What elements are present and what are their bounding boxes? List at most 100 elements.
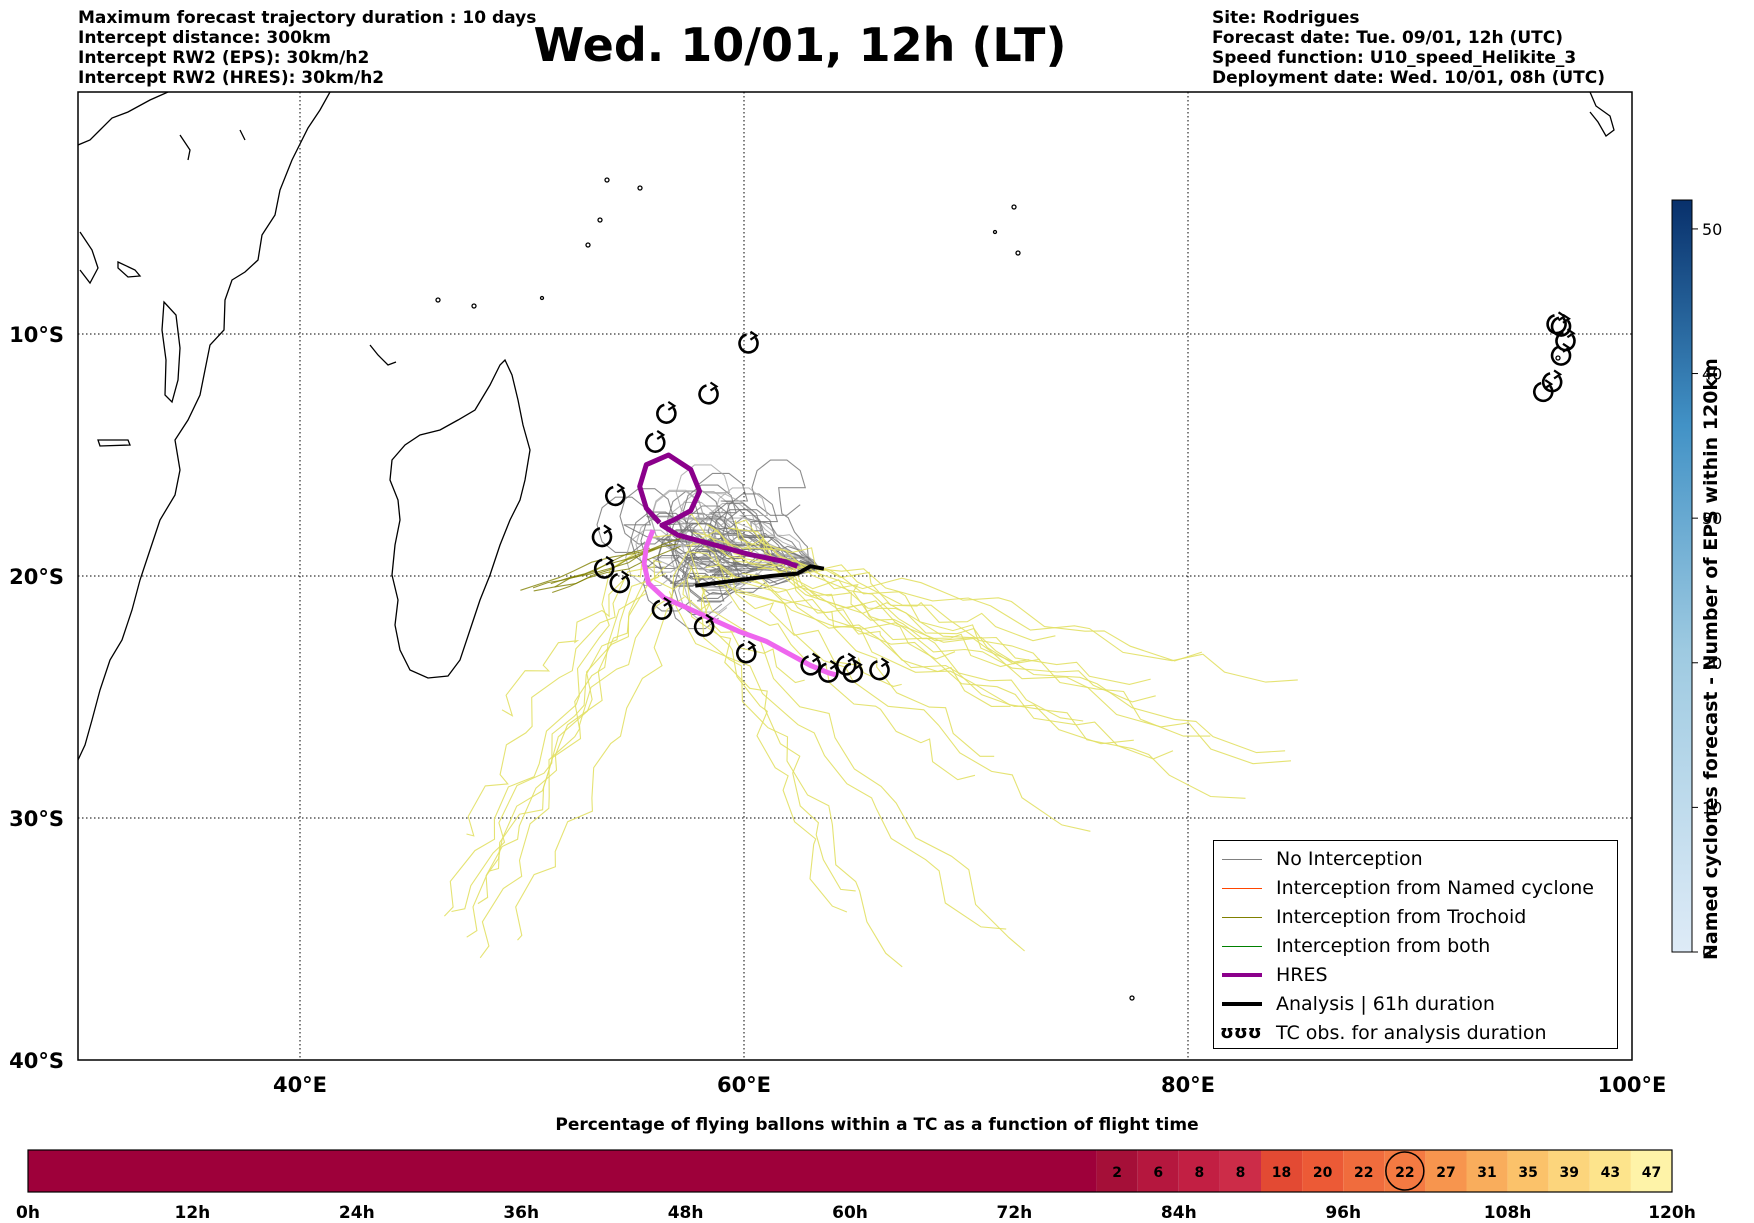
- legend-swatch: [1222, 973, 1262, 977]
- header-right-line: Speed function: U10_speed_Helikite_3: [1212, 48, 1577, 68]
- map-frame: [77, 91, 1633, 1061]
- tc-symbol-arc: [818, 662, 839, 683]
- map-legend: No Interception Interception from Named …: [1213, 840, 1618, 1049]
- ensemble-track: [642, 555, 820, 612]
- percentage-cell: [1343, 1150, 1385, 1192]
- ensemble-track: [700, 587, 903, 968]
- percentage-cell: [1425, 1150, 1467, 1192]
- percentage-bar-title: Percentage of flying ballons within a TC…: [555, 1115, 1199, 1135]
- tc-symbol-tail: [709, 381, 719, 392]
- legend-label: HRES: [1276, 964, 1328, 986]
- percentage-bar-tick: 84h: [1161, 1203, 1197, 1223]
- colorbar-tick-label: 50: [1702, 220, 1722, 239]
- percentage-bar-tick: 108h: [1484, 1203, 1532, 1223]
- tc-symbol-tail: [1566, 328, 1576, 339]
- tc-symbol-tail: [847, 652, 857, 663]
- percentage-bar-tick: 36h: [503, 1203, 539, 1223]
- legend-item: No Interception: [1214, 846, 1617, 872]
- ensemble-track: [657, 530, 820, 587]
- tc-symbol-tail: [656, 429, 666, 440]
- percentage-cell-label: 35: [1518, 1165, 1537, 1181]
- legend-label: Interception from Named cyclone: [1276, 877, 1594, 899]
- lon-tick-label: 60°E: [717, 1073, 771, 1097]
- percentage-cell: [1096, 1150, 1138, 1192]
- tc-symbol-arc: [609, 572, 630, 594]
- main-tracks: [637, 452, 838, 678]
- tc-symbol-arc: [1550, 345, 1572, 366]
- legend-label: Interception from both: [1276, 935, 1491, 957]
- tc-symbol-tail: [1544, 379, 1554, 389]
- tc-symbol-tail: [663, 596, 672, 607]
- ensemble-track: [668, 591, 1007, 930]
- tc-symbol-icon: [736, 640, 757, 664]
- legend-swatch: [1222, 1002, 1262, 1006]
- tc-symbol-arc: [605, 485, 626, 507]
- lon-tick-labels: 40°E 60°E 80°E 100°E: [273, 1073, 1666, 1097]
- legend-swatch: [1222, 946, 1262, 947]
- lon-tick-label: 100°E: [1598, 1073, 1667, 1097]
- tc-symbol-arc: [1532, 381, 1554, 403]
- header-right-line: Site: Rodrigues: [1212, 8, 1360, 28]
- percentage-cell: [1630, 1150, 1672, 1192]
- legend-item: Interception from both: [1214, 933, 1617, 959]
- legend-label: No Interception: [1276, 848, 1423, 870]
- tc-symbol-arc: [738, 333, 759, 354]
- percentage-bar-tick: 96h: [1325, 1203, 1361, 1223]
- percentage-cell: [1466, 1150, 1508, 1192]
- tc-symbol-tail: [705, 613, 715, 624]
- header-left-line: Intercept distance: 300km: [78, 28, 331, 48]
- ensemble-track: [466, 565, 656, 837]
- percentage-cell: [1589, 1150, 1631, 1192]
- percentage-cell: [1178, 1150, 1220, 1192]
- ensemble-track: [550, 537, 683, 585]
- percentage-cell-label: 22: [1395, 1165, 1414, 1181]
- legend-item: Interception from Trochoid: [1214, 904, 1617, 930]
- colorbar-tick-label: 10: [1702, 798, 1722, 817]
- lon-tick-label: 80°E: [1161, 1073, 1215, 1097]
- tc-symbol-icon: [698, 381, 719, 405]
- tc-symbol-icon: [842, 659, 864, 683]
- percentage-bar-tick: 24h: [339, 1203, 375, 1223]
- percentage-cell-label: 27: [1436, 1165, 1455, 1181]
- tc-symbol-arc: [651, 599, 673, 620]
- tc-symbol-tail: [1562, 342, 1571, 353]
- tc-symbol-icon: [1550, 342, 1572, 366]
- tc-symbol-tail: [854, 659, 863, 670]
- colorbar-tick-label: 40: [1702, 365, 1722, 384]
- tc-symbol-arc: [591, 527, 613, 548]
- tc-symbol-icon: [738, 330, 759, 354]
- ensemble-track: [489, 529, 719, 872]
- tc-symbol-icon: [593, 555, 615, 579]
- ensemble-track: [552, 545, 681, 594]
- colorbar-tick-label: 20: [1702, 654, 1722, 673]
- tc-symbol-icon: [609, 570, 630, 594]
- tc-symbol-tail: [667, 400, 677, 411]
- percentage-cell-label: 20: [1313, 1165, 1333, 1181]
- ensemble-track: [686, 551, 1134, 745]
- coastlines: [78, 92, 1615, 1001]
- header-right: Site: Rodrigues Forecast date: Tue. 09/0…: [1212, 8, 1605, 88]
- colorbar-tick-label: 0: [1702, 943, 1712, 962]
- header-left-line: Maximum forecast trajectory duration : 1…: [78, 8, 537, 28]
- tc-symbol-icon: [651, 596, 673, 620]
- legend-label: TC obs. for analysis duration: [1276, 1022, 1547, 1044]
- ensemble-track: [743, 547, 1298, 683]
- tc-symbol-icon: [1541, 369, 1563, 393]
- legend-item: Interception from Named cyclone: [1214, 875, 1617, 901]
- percentage-bar-tick: 48h: [668, 1203, 704, 1223]
- ensemble-track: [477, 572, 667, 905]
- tc-symbol-tail: [603, 524, 612, 535]
- legend-swatch: [1222, 888, 1262, 889]
- page-title: Wed. 10/01, 12h (LT): [533, 18, 1067, 72]
- tc-symbol-tail: [1553, 369, 1563, 380]
- ensemble-track: [501, 534, 677, 717]
- tc-symbol-icon: [1532, 379, 1554, 403]
- percentage-cell: [1507, 1150, 1549, 1192]
- tc-symbol-icon: [800, 652, 821, 676]
- tc-symbol-icon: [1555, 328, 1576, 352]
- percentage-cell: [1302, 1150, 1344, 1192]
- percentage-bar-ticks: 0h 12h 24h 36h 48h 60h 72h 84h 96h 108h 120h: [16, 1203, 1696, 1223]
- percentage-cell: [1219, 1150, 1261, 1192]
- tc-symbol-arc: [842, 662, 864, 683]
- percentage-cell-label: 2: [1112, 1165, 1122, 1181]
